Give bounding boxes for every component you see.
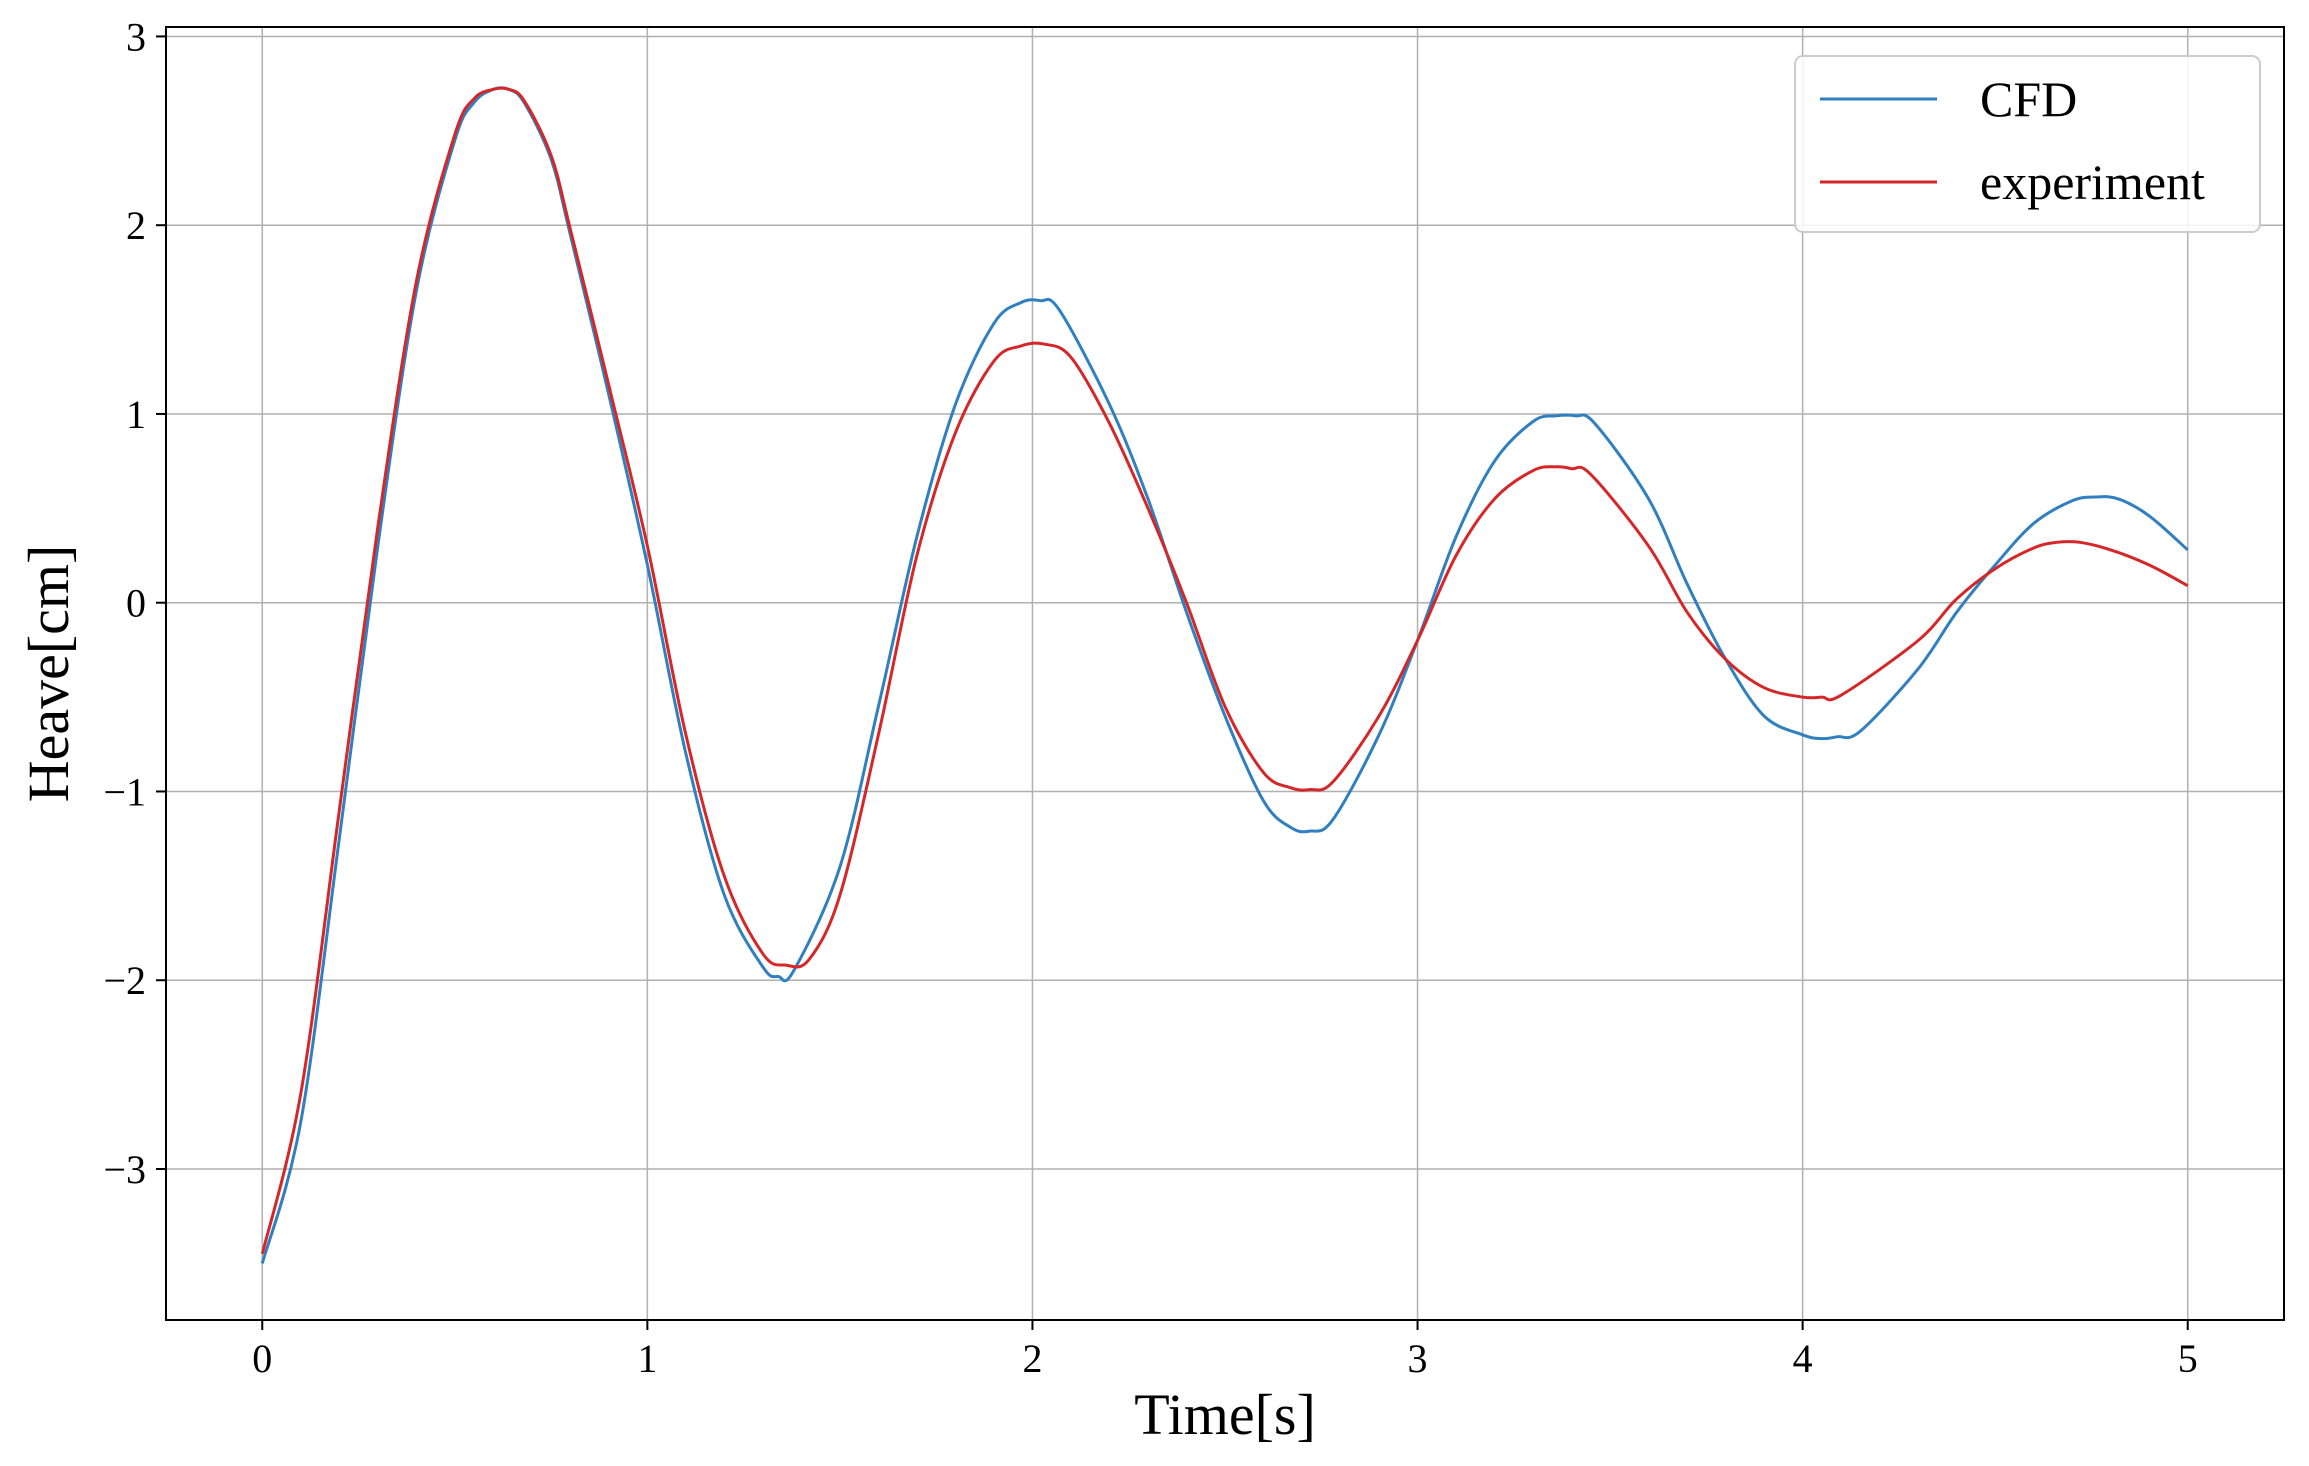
series-line-cfd [260,86,2189,1264]
x-axis-title: Time[s] [1134,1382,1316,1447]
y-tick-label: 1 [126,392,146,437]
y-tick-label: 2 [126,203,146,248]
plot-frame [165,26,2285,1321]
y-tick-label: −1 [103,769,146,814]
legend-label-cfd: CFD [1980,71,2077,127]
y-tick-label: 0 [126,581,146,626]
y-tick-label: −3 [103,1147,146,1192]
x-tick-label: 5 [2178,1336,2198,1381]
x-tick-label: 2 [1022,1336,1042,1381]
legend: CFD experiment [1794,55,2261,233]
x-tick-label: 1 [637,1336,657,1381]
x-tick-label: 0 [252,1336,272,1381]
y-tick-label: −2 [103,958,146,1003]
axis-ticks: 0 1 2 3 4 5 −3 −2 −1 0 1 2 3 [103,14,2197,1381]
series-line-experiment [260,86,2189,1255]
y-tick-label: 3 [126,14,146,59]
x-tick-label: 4 [1793,1336,1813,1381]
plot-lines [260,86,2189,1264]
x-tick-label: 3 [1408,1336,1428,1381]
y-axis-title: Heave[cm] [16,545,81,803]
legend-label-experiment: experiment [1980,154,2205,210]
grid [166,27,2284,1320]
